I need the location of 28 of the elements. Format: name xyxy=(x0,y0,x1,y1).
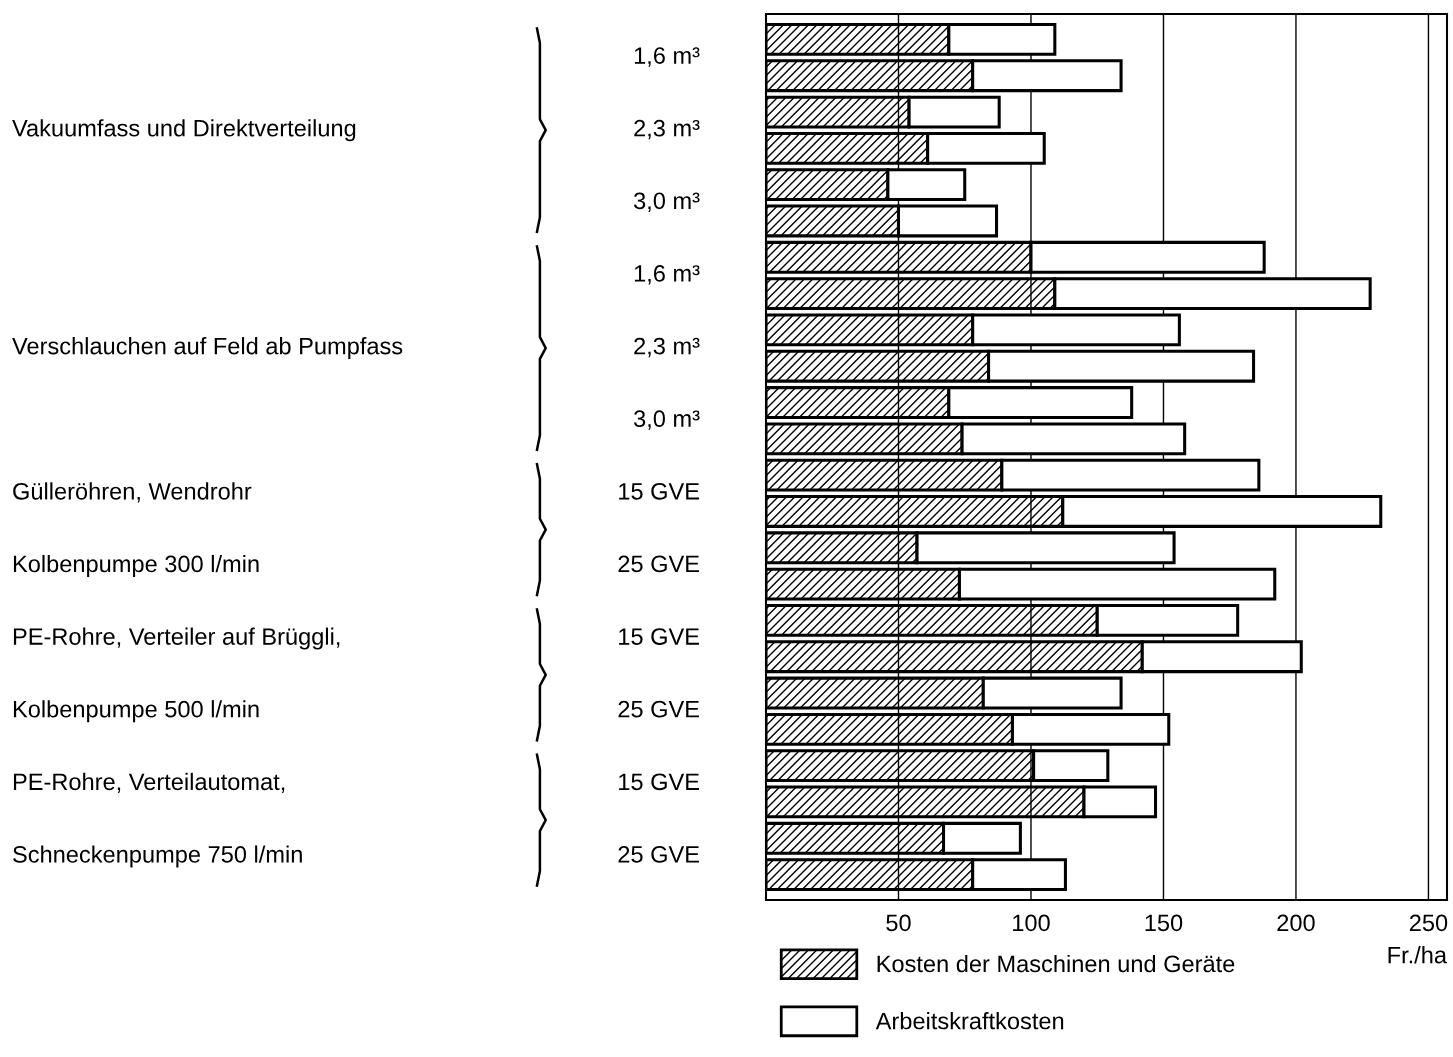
text: Kolbenpumpe 500 l/min xyxy=(13,700,259,723)
y-tick-label: 15 GVE xyxy=(619,628,699,645)
text: Vakuumfass und Direktverteilung xyxy=(12,119,356,142)
y-tick-label: 25 GVE xyxy=(618,555,699,573)
x-tick-label: 50 xyxy=(886,914,911,932)
y-tick-label: 1,6 m³ xyxy=(634,265,700,285)
y-tick-label: 15 GVE xyxy=(619,773,699,791)
x-tick-label: 200 xyxy=(1277,914,1315,932)
legend-label: Arbeitskraftkosten xyxy=(875,1012,1064,1030)
x-axis-title: Fr./ha xyxy=(1388,946,1447,964)
y-tick-label: 25 GVE xyxy=(618,700,699,718)
x-tick-label: 150 xyxy=(1145,914,1183,932)
x-tick-label: 250 xyxy=(1409,914,1448,932)
y-tick-label: 3,0 m³ xyxy=(633,410,700,430)
y-tick-label: 3,0 m³ xyxy=(633,192,700,212)
x-tick-label: 100 xyxy=(1013,914,1050,932)
text: PE-Rohre, Verteilautomat, xyxy=(13,772,285,793)
legend-label: Kosten der Maschinen und Geräte xyxy=(877,954,1235,973)
text: Verschlauchen auf Feld ab Pumpfass xyxy=(12,337,403,360)
y-tick-label: 15 GVE xyxy=(619,482,699,500)
y-tick-label: 2,3 m³ xyxy=(634,119,700,140)
y-tick-label: 25 GVE xyxy=(618,846,699,863)
text: Kolbenpumpe 300 l/min xyxy=(13,554,259,577)
text: Schneckenpumpe 750 l/min xyxy=(13,845,302,868)
y-tick-label: 2,3 m³ xyxy=(634,337,700,358)
text: PE-Rohre, Verteiler auf Brüggli, xyxy=(13,627,340,650)
text: Gülleröhren, Wendrohr xyxy=(13,482,252,503)
y-tick-label: 1,6 m³ xyxy=(634,47,700,67)
